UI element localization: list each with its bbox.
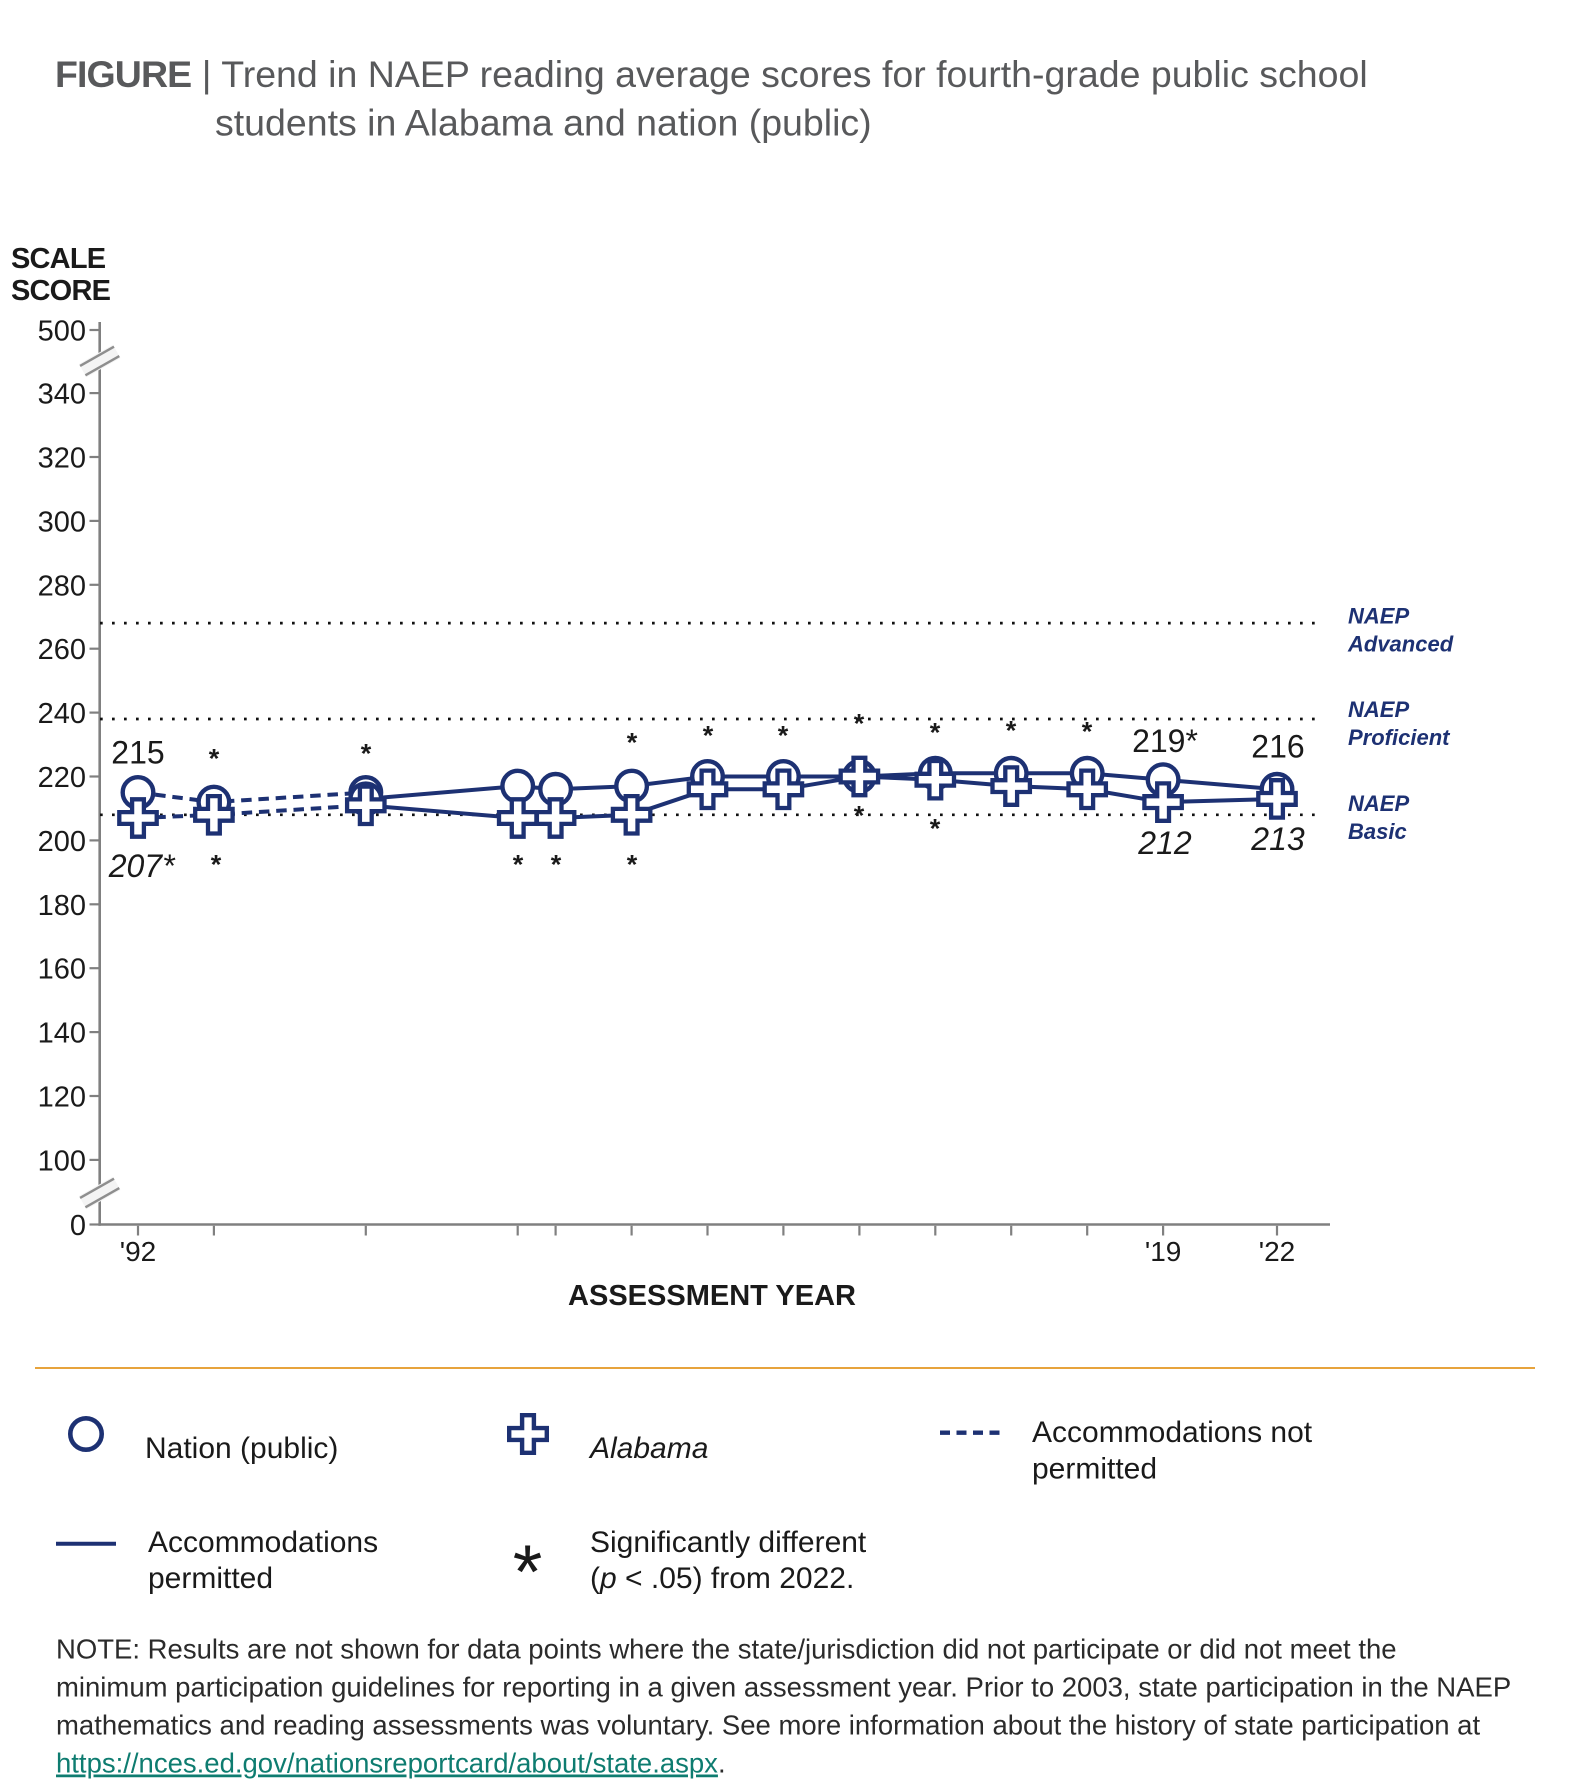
svg-text:*: *: [551, 850, 562, 880]
svg-text:FIGURE | Trend in NAEP reading: FIGURE | Trend in NAEP reading average s…: [55, 53, 1368, 95]
svg-text:*: *: [1082, 717, 1093, 747]
svg-text:NAEP: NAEP: [1348, 604, 1409, 629]
svg-text:Accommodations: Accommodations: [148, 1526, 378, 1559]
svg-text:*: *: [778, 721, 789, 751]
svg-text:*: *: [930, 814, 941, 844]
svg-text:216: 216: [1251, 729, 1304, 765]
svg-text:*: *: [513, 850, 524, 880]
svg-text:260: 260: [38, 634, 86, 666]
svg-text:*: *: [209, 744, 220, 774]
svg-text:180: 180: [38, 890, 86, 922]
svg-text:215: 215: [111, 735, 164, 771]
svg-text:*: *: [513, 1530, 543, 1615]
svg-text:permitted: permitted: [1032, 1452, 1157, 1485]
svg-text:*: *: [854, 709, 865, 739]
svg-text:'22: '22: [1259, 1236, 1296, 1267]
svg-text:https://nces.ed.gov/nationsrep: https://nces.ed.gov/nationsreportcard/ab…: [56, 1748, 726, 1779]
svg-text:*: *: [361, 739, 372, 769]
svg-text:students in Alabama and nation: students in Alabama and nation (public): [215, 102, 872, 144]
svg-text:0: 0: [70, 1210, 86, 1242]
svg-text:NOTE: Results are not shown fo: NOTE: Results are not shown for data poi…: [56, 1634, 1397, 1665]
svg-text:500: 500: [38, 316, 86, 348]
svg-text:220: 220: [38, 762, 86, 794]
svg-text:160: 160: [38, 954, 86, 986]
svg-text:ASSESSMENT YEAR: ASSESSMENT YEAR: [568, 1280, 856, 1312]
svg-text:*: *: [1006, 716, 1017, 746]
svg-text:320: 320: [38, 443, 86, 475]
svg-text:*: *: [627, 728, 638, 758]
svg-text:213: 213: [1250, 821, 1305, 857]
svg-text:240: 240: [38, 698, 86, 730]
svg-text:(p < .05) from 2022.: (p < .05) from 2022.: [590, 1562, 854, 1595]
svg-text:Significantly different: Significantly different: [590, 1526, 867, 1559]
svg-text:Advanced: Advanced: [1347, 632, 1454, 657]
svg-text:minimum participation guidelin: minimum participation guidelines for rep…: [56, 1672, 1511, 1703]
svg-text:NAEP: NAEP: [1348, 697, 1409, 722]
svg-text:*: *: [930, 718, 941, 748]
svg-text:280: 280: [38, 570, 86, 602]
svg-text:120: 120: [38, 1082, 86, 1114]
svg-text:Alabama: Alabama: [588, 1432, 708, 1465]
svg-text:permitted: permitted: [148, 1562, 273, 1595]
svg-text:*: *: [703, 721, 714, 751]
svg-text:100: 100: [38, 1145, 86, 1177]
svg-text:200: 200: [38, 826, 86, 858]
svg-text:SCALE: SCALE: [11, 243, 106, 275]
svg-text:207*: 207*: [108, 848, 176, 884]
svg-text:212: 212: [1137, 825, 1192, 861]
svg-text:SCORE: SCORE: [11, 275, 111, 307]
svg-text:*: *: [627, 850, 638, 880]
svg-text:Basic: Basic: [1348, 819, 1407, 844]
svg-text:*: *: [211, 850, 222, 880]
svg-text:Proficient: Proficient: [1348, 725, 1451, 750]
svg-text:140: 140: [38, 1018, 86, 1050]
svg-text:'19: '19: [1145, 1236, 1182, 1267]
svg-text:219*: 219*: [1132, 723, 1198, 759]
svg-text:NAEP: NAEP: [1348, 791, 1409, 816]
svg-text:mathematics and reading assess: mathematics and reading assessments was …: [56, 1710, 1480, 1741]
svg-text:'92: '92: [120, 1236, 157, 1267]
svg-text:300: 300: [38, 506, 86, 538]
svg-text:340: 340: [38, 379, 86, 411]
svg-text:Nation (public): Nation (public): [145, 1432, 338, 1465]
svg-text:*: *: [854, 801, 865, 831]
svg-text:Accommodations not: Accommodations not: [1032, 1416, 1313, 1449]
